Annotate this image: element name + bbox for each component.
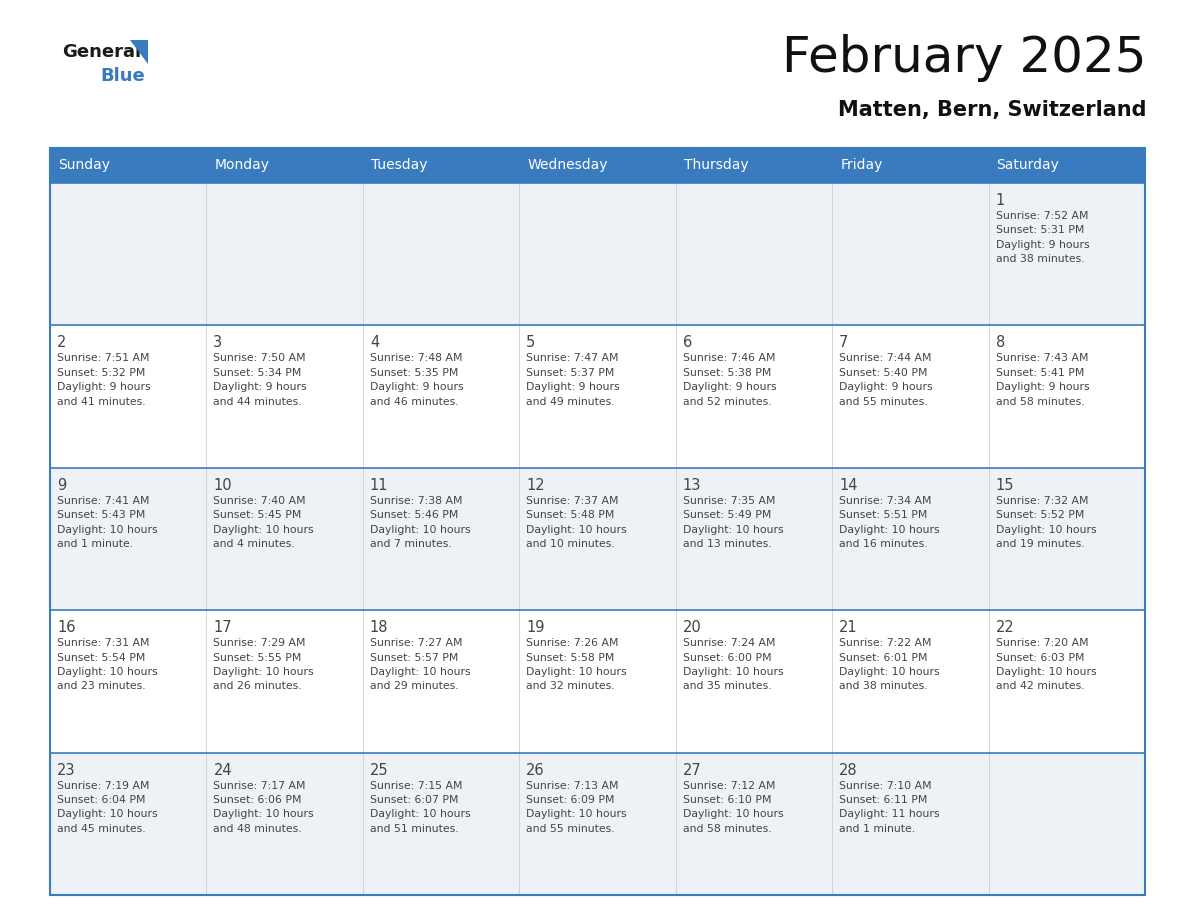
Text: 18: 18 xyxy=(369,621,388,635)
Text: Sunrise: 7:26 AM
Sunset: 5:58 PM
Daylight: 10 hours
and 32 minutes.: Sunrise: 7:26 AM Sunset: 5:58 PM Dayligh… xyxy=(526,638,627,691)
Text: Sunrise: 7:40 AM
Sunset: 5:45 PM
Daylight: 10 hours
and 4 minutes.: Sunrise: 7:40 AM Sunset: 5:45 PM Dayligh… xyxy=(214,496,314,549)
Text: 14: 14 xyxy=(839,477,858,493)
Text: 11: 11 xyxy=(369,477,388,493)
Text: February 2025: February 2025 xyxy=(782,34,1146,82)
Text: Sunrise: 7:24 AM
Sunset: 6:00 PM
Daylight: 10 hours
and 35 minutes.: Sunrise: 7:24 AM Sunset: 6:00 PM Dayligh… xyxy=(683,638,783,691)
Text: Sunrise: 7:44 AM
Sunset: 5:40 PM
Daylight: 9 hours
and 55 minutes.: Sunrise: 7:44 AM Sunset: 5:40 PM Dayligh… xyxy=(839,353,933,407)
Text: 16: 16 xyxy=(57,621,76,635)
Text: 12: 12 xyxy=(526,477,545,493)
Text: Sunrise: 7:50 AM
Sunset: 5:34 PM
Daylight: 9 hours
and 44 minutes.: Sunrise: 7:50 AM Sunset: 5:34 PM Dayligh… xyxy=(214,353,307,407)
Text: Sunrise: 7:27 AM
Sunset: 5:57 PM
Daylight: 10 hours
and 29 minutes.: Sunrise: 7:27 AM Sunset: 5:57 PM Dayligh… xyxy=(369,638,470,691)
Text: Wednesday: Wednesday xyxy=(527,159,608,173)
Text: Sunrise: 7:52 AM
Sunset: 5:31 PM
Daylight: 9 hours
and 38 minutes.: Sunrise: 7:52 AM Sunset: 5:31 PM Dayligh… xyxy=(996,211,1089,264)
Text: Sunrise: 7:10 AM
Sunset: 6:11 PM
Daylight: 11 hours
and 1 minute.: Sunrise: 7:10 AM Sunset: 6:11 PM Dayligh… xyxy=(839,780,940,834)
Text: 2: 2 xyxy=(57,335,67,351)
Text: Sunrise: 7:34 AM
Sunset: 5:51 PM
Daylight: 10 hours
and 16 minutes.: Sunrise: 7:34 AM Sunset: 5:51 PM Dayligh… xyxy=(839,496,940,549)
Text: Sunrise: 7:47 AM
Sunset: 5:37 PM
Daylight: 9 hours
and 49 minutes.: Sunrise: 7:47 AM Sunset: 5:37 PM Dayligh… xyxy=(526,353,620,407)
Text: Blue: Blue xyxy=(100,67,145,85)
Text: 20: 20 xyxy=(683,621,701,635)
Text: 19: 19 xyxy=(526,621,545,635)
Text: 5: 5 xyxy=(526,335,536,351)
Text: Matten, Bern, Switzerland: Matten, Bern, Switzerland xyxy=(838,100,1146,120)
Text: Sunrise: 7:48 AM
Sunset: 5:35 PM
Daylight: 9 hours
and 46 minutes.: Sunrise: 7:48 AM Sunset: 5:35 PM Dayligh… xyxy=(369,353,463,407)
Text: Sunrise: 7:29 AM
Sunset: 5:55 PM
Daylight: 10 hours
and 26 minutes.: Sunrise: 7:29 AM Sunset: 5:55 PM Dayligh… xyxy=(214,638,314,691)
Text: 28: 28 xyxy=(839,763,858,778)
Text: Sunrise: 7:19 AM
Sunset: 6:04 PM
Daylight: 10 hours
and 45 minutes.: Sunrise: 7:19 AM Sunset: 6:04 PM Dayligh… xyxy=(57,780,158,834)
Text: Sunrise: 7:35 AM
Sunset: 5:49 PM
Daylight: 10 hours
and 13 minutes.: Sunrise: 7:35 AM Sunset: 5:49 PM Dayligh… xyxy=(683,496,783,549)
Text: Sunrise: 7:17 AM
Sunset: 6:06 PM
Daylight: 10 hours
and 48 minutes.: Sunrise: 7:17 AM Sunset: 6:06 PM Dayligh… xyxy=(214,780,314,834)
Text: Sunrise: 7:51 AM
Sunset: 5:32 PM
Daylight: 9 hours
and 41 minutes.: Sunrise: 7:51 AM Sunset: 5:32 PM Dayligh… xyxy=(57,353,151,407)
Text: 26: 26 xyxy=(526,763,545,778)
Text: Sunrise: 7:46 AM
Sunset: 5:38 PM
Daylight: 9 hours
and 52 minutes.: Sunrise: 7:46 AM Sunset: 5:38 PM Dayligh… xyxy=(683,353,776,407)
Text: 22: 22 xyxy=(996,621,1015,635)
Text: Sunrise: 7:38 AM
Sunset: 5:46 PM
Daylight: 10 hours
and 7 minutes.: Sunrise: 7:38 AM Sunset: 5:46 PM Dayligh… xyxy=(369,496,470,549)
Text: Friday: Friday xyxy=(840,159,883,173)
Text: 15: 15 xyxy=(996,477,1015,493)
Text: Sunday: Sunday xyxy=(58,159,110,173)
Text: Sunrise: 7:31 AM
Sunset: 5:54 PM
Daylight: 10 hours
and 23 minutes.: Sunrise: 7:31 AM Sunset: 5:54 PM Dayligh… xyxy=(57,638,158,691)
Text: 6: 6 xyxy=(683,335,691,351)
Text: Monday: Monday xyxy=(214,159,270,173)
Text: Sunrise: 7:37 AM
Sunset: 5:48 PM
Daylight: 10 hours
and 10 minutes.: Sunrise: 7:37 AM Sunset: 5:48 PM Dayligh… xyxy=(526,496,627,549)
Text: 9: 9 xyxy=(57,477,67,493)
Text: 8: 8 xyxy=(996,335,1005,351)
Text: 21: 21 xyxy=(839,621,858,635)
Text: 27: 27 xyxy=(683,763,701,778)
Text: Saturday: Saturday xyxy=(997,159,1060,173)
Text: General: General xyxy=(62,43,141,61)
Text: Tuesday: Tuesday xyxy=(371,159,428,173)
Text: 10: 10 xyxy=(214,477,232,493)
Text: 17: 17 xyxy=(214,621,232,635)
Text: 23: 23 xyxy=(57,763,76,778)
Text: Sunrise: 7:15 AM
Sunset: 6:07 PM
Daylight: 10 hours
and 51 minutes.: Sunrise: 7:15 AM Sunset: 6:07 PM Dayligh… xyxy=(369,780,470,834)
Text: 7: 7 xyxy=(839,335,848,351)
Text: 24: 24 xyxy=(214,763,232,778)
Text: 25: 25 xyxy=(369,763,388,778)
Text: Sunrise: 7:22 AM
Sunset: 6:01 PM
Daylight: 10 hours
and 38 minutes.: Sunrise: 7:22 AM Sunset: 6:01 PM Dayligh… xyxy=(839,638,940,691)
Text: Sunrise: 7:12 AM
Sunset: 6:10 PM
Daylight: 10 hours
and 58 minutes.: Sunrise: 7:12 AM Sunset: 6:10 PM Dayligh… xyxy=(683,780,783,834)
Text: Sunrise: 7:13 AM
Sunset: 6:09 PM
Daylight: 10 hours
and 55 minutes.: Sunrise: 7:13 AM Sunset: 6:09 PM Dayligh… xyxy=(526,780,627,834)
Text: 1: 1 xyxy=(996,193,1005,208)
Text: 4: 4 xyxy=(369,335,379,351)
Text: Sunrise: 7:43 AM
Sunset: 5:41 PM
Daylight: 9 hours
and 58 minutes.: Sunrise: 7:43 AM Sunset: 5:41 PM Dayligh… xyxy=(996,353,1089,407)
Text: Sunrise: 7:41 AM
Sunset: 5:43 PM
Daylight: 10 hours
and 1 minute.: Sunrise: 7:41 AM Sunset: 5:43 PM Dayligh… xyxy=(57,496,158,549)
Text: Thursday: Thursday xyxy=(684,159,748,173)
Text: Sunrise: 7:32 AM
Sunset: 5:52 PM
Daylight: 10 hours
and 19 minutes.: Sunrise: 7:32 AM Sunset: 5:52 PM Dayligh… xyxy=(996,496,1097,549)
Text: 13: 13 xyxy=(683,477,701,493)
Text: Sunrise: 7:20 AM
Sunset: 6:03 PM
Daylight: 10 hours
and 42 minutes.: Sunrise: 7:20 AM Sunset: 6:03 PM Dayligh… xyxy=(996,638,1097,691)
Text: 3: 3 xyxy=(214,335,222,351)
